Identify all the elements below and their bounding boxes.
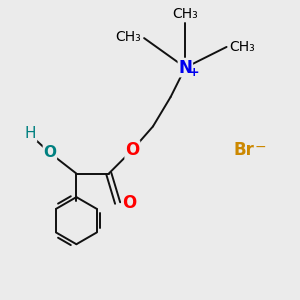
- Text: CH₃: CH₃: [172, 7, 198, 21]
- Text: CH₃: CH₃: [116, 30, 141, 44]
- Text: −: −: [255, 140, 266, 154]
- Text: Br: Br: [234, 141, 255, 159]
- Text: CH₃: CH₃: [230, 40, 255, 54]
- Text: N: N: [178, 58, 192, 76]
- Text: O: O: [122, 194, 136, 212]
- Text: +: +: [188, 66, 199, 80]
- Text: O: O: [125, 141, 140, 159]
- Text: O: O: [44, 146, 56, 160]
- Text: H: H: [25, 126, 37, 141]
